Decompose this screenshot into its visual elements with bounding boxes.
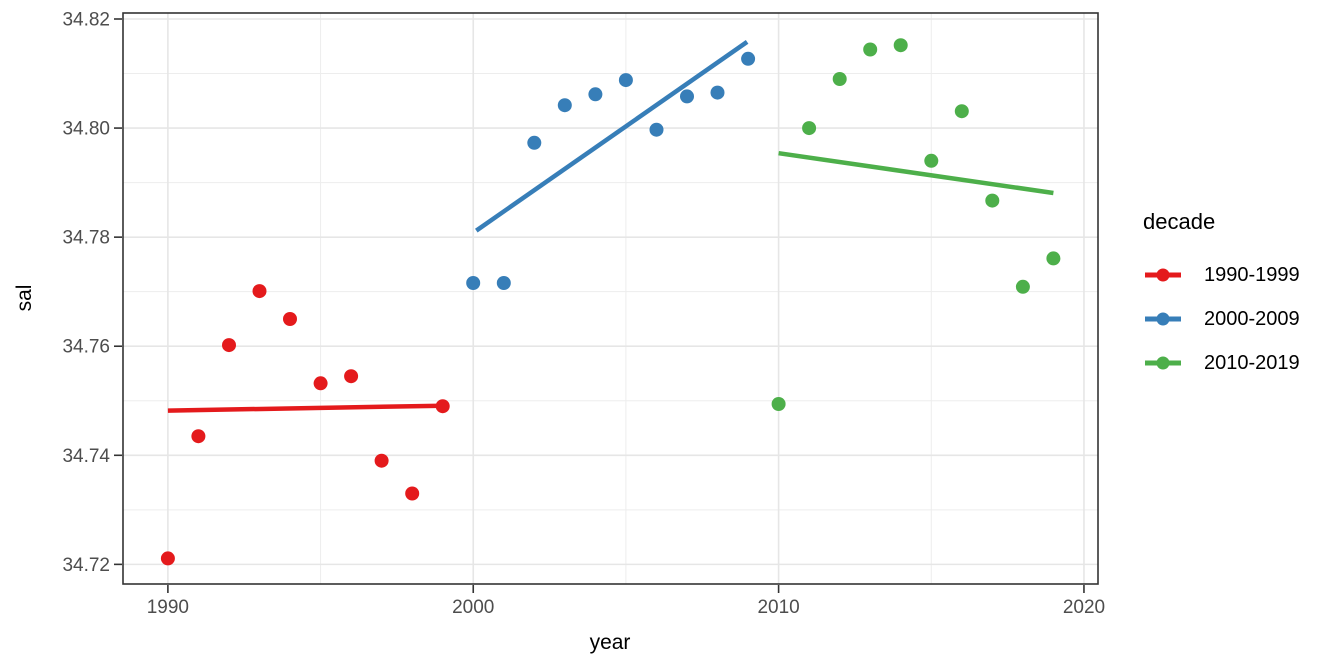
trend-line [475,40,749,233]
legend-item: 2010-2019 [1143,341,1300,385]
y-tick-label: 34.76 [62,337,110,358]
data-point [191,429,206,444]
legend-item-label: 2010-2019 [1204,351,1300,374]
legend: decade 1990-1999 2000-2009 2010-2019 [1143,207,1300,385]
data-point [924,153,939,168]
legend-key-icon [1145,268,1181,282]
data-point [405,486,420,501]
y-tick-label: 34.78 [62,228,110,249]
legend-key-icon [1145,356,1181,370]
data-point [222,338,236,353]
data-point [741,51,756,66]
data-point [680,89,694,104]
data-point [496,276,511,290]
data-layer [160,38,1061,566]
data-point [771,397,786,411]
data-point [893,38,908,53]
data-point [374,453,389,468]
y-axis-title: sal [13,285,36,312]
legend-title: decade [1143,209,1216,234]
series-1990-1999 [160,284,450,566]
panel-border [122,12,1099,585]
legend-rows: 1990-1999 2000-2009 2010-2019 [1143,253,1300,385]
legend-item-label: 1990-1999 [1204,263,1300,286]
trend-line [167,403,443,413]
legend-item-label: 2000-2009 [1204,307,1300,330]
y-tick-label: 34.80 [62,119,110,140]
data-point [954,104,969,119]
y-tick-label: 34.82 [62,9,110,30]
legend-key-dot [1156,268,1170,282]
data-point [557,98,572,113]
data-point [466,276,481,290]
y-tick-label: 34.74 [62,446,110,467]
data-point [1046,251,1061,266]
data-point [1015,279,1030,294]
y-tick-label: 34.72 [62,555,110,576]
x-tick-label: 2000 [452,597,494,618]
data-point [832,72,847,86]
panel-frame [122,12,1099,585]
gridlines [123,13,1098,584]
series-2010-2019 [771,38,1061,411]
x-tick-label: 1990 [147,597,189,618]
data-point [344,369,359,384]
legend-key-dot [1156,356,1170,370]
legend-item: 2000-2009 [1143,297,1300,341]
legend-item: 1990-1999 [1143,253,1300,297]
axes: 1990 2000 2010 2020 34.72 34.74 34.76 34.78 34.8… [62,9,1105,618]
trend-line [778,150,1054,196]
x-axis-title: year [590,631,631,654]
data-point [618,73,633,88]
data-point [313,376,328,391]
series-2000-2009 [466,40,756,290]
x-tick-label: 2010 [757,597,799,618]
data-point [252,284,267,299]
data-point [985,193,1000,208]
data-point [863,42,878,57]
x-tick-label: 2020 [1063,597,1105,618]
legend-key-icon [1145,312,1181,326]
data-point [802,121,817,136]
data-point [588,87,603,102]
data-point [160,551,175,566]
data-point [527,135,542,150]
data-point [649,122,664,137]
data-point [710,85,725,100]
legend-key-dot [1156,312,1170,326]
data-point [283,312,297,326]
